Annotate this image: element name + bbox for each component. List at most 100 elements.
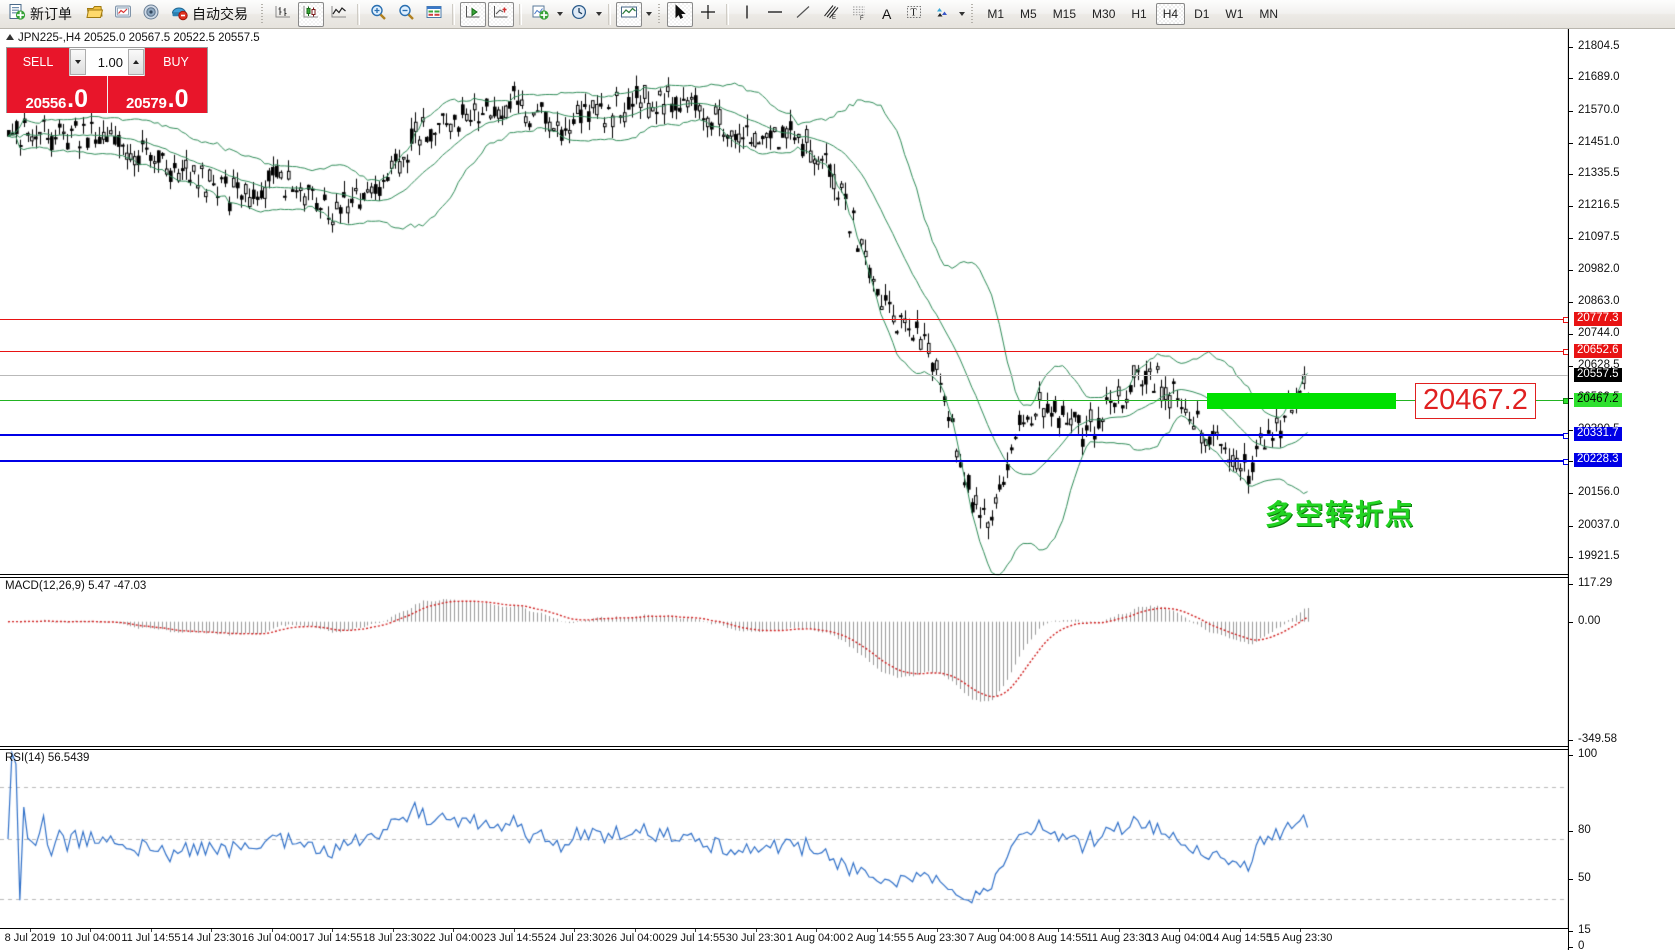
volume-increment-button[interactable] [128, 49, 144, 75]
indicators-dropdown-arrow[interactable] [554, 2, 565, 27]
fibonacci-button[interactable]: F [846, 2, 872, 27]
autotrade-button[interactable]: 自动交易 [166, 2, 256, 27]
zoom-out-button[interactable] [393, 2, 419, 27]
time-axis-label: 8 Aug 14:55 [1028, 932, 1088, 944]
price-tag-resistance-line[interactable]: 20777.3 [1574, 312, 1622, 326]
period-dropdown-arrow[interactable] [593, 2, 604, 27]
price-axis[interactable]: 21804.5 21689.0 21570.0 21451.0 21335.5 21216… [1568, 29, 1675, 950]
timeframe-w1[interactable]: W1 [1225, 7, 1244, 21]
timeframe-m5[interactable]: M5 [1020, 7, 1037, 21]
horizontal-line-button[interactable] [762, 2, 788, 27]
text-label-button[interactable]: T [901, 2, 927, 27]
crosshair-button[interactable] [695, 2, 721, 27]
price-tag-support-line[interactable]: 20228.3 [1574, 453, 1622, 467]
toolbar-grip-1[interactable] [260, 3, 266, 25]
price-tag-support-line[interactable]: 20331.7 [1574, 427, 1622, 441]
timeframe-h1[interactable]: H1 [1131, 7, 1147, 21]
templates-icon [620, 3, 638, 26]
toolbar-separator-1 [357, 3, 360, 25]
sell-price-dec: .0 [67, 85, 89, 113]
rsi-bottom-divider [0, 928, 1675, 929]
clock-icon [570, 3, 588, 26]
chart-canvas[interactable] [0, 29, 1675, 950]
candlestick-chart-button[interactable] [298, 1, 324, 27]
sell-button[interactable]: SELL [7, 48, 69, 76]
timeframe-m1[interactable]: M1 [987, 7, 1005, 21]
volume-value[interactable]: 1.00 [97, 54, 123, 70]
time-axis-label: 14 Aug 14:55 [1207, 932, 1272, 944]
templates-button[interactable] [616, 1, 642, 27]
metaeditor-button[interactable] [138, 2, 164, 27]
objects-button[interactable] [929, 2, 955, 27]
price-axis-label: 21570.0 [1578, 103, 1620, 116]
new-order-icon [8, 3, 26, 26]
chart-title-text: JPN225-,H4 20525.0 20567.5 20522.5 20557… [18, 32, 260, 44]
line-chart-button[interactable] [326, 2, 352, 27]
timeframe-mn[interactable]: MN [1259, 7, 1279, 21]
toolbar-grip-3[interactable] [970, 3, 977, 25]
equidistant-channel-button[interactable]: E [818, 2, 844, 27]
time-axis-label: 13 Aug 04:00 [1146, 932, 1212, 944]
resistance-line-20652[interactable] [0, 349, 1569, 355]
buy-button[interactable]: BUY [145, 48, 207, 76]
rsi-scale-tick [1569, 947, 1573, 948]
price-axis-label: 20863.0 [1578, 295, 1620, 307]
indicators-button[interactable] [527, 2, 553, 27]
timeframe-h4[interactable]: H4 [1155, 3, 1186, 25]
resistance-line-20777[interactable] [0, 317, 1569, 323]
price-axis-label: 20744.0 [1578, 327, 1620, 340]
templates-dropdown-arrow[interactable] [643, 2, 654, 27]
horizontal-line-icon [766, 3, 784, 26]
price-axis-tick [1569, 557, 1573, 558]
price-tag-current-price[interactable]: 20557.5 [1574, 368, 1622, 382]
cursor-icon [671, 3, 689, 26]
chart-shift-button[interactable] [488, 1, 514, 27]
vertical-line-button[interactable] [734, 2, 760, 27]
new-order-button[interactable]: 新订单 [4, 2, 80, 27]
chart-area[interactable]: JPN225-,H4 20525.0 20567.5 20522.5 20557… [0, 29, 1675, 950]
timeframe-m30[interactable]: M30 [1092, 7, 1116, 21]
line-chart-icon [330, 3, 348, 26]
time-axis-label: 1 Aug 04:00 [786, 932, 846, 944]
timeframe-m15[interactable]: M15 [1052, 7, 1077, 21]
volume-stepper[interactable]: 1.00 [69, 48, 145, 76]
time-axis-label: 22 Jul 04:00 [423, 932, 484, 944]
pivot-zone-rectangle[interactable] [1207, 393, 1396, 409]
macd-scale-label: 0.00 [1578, 615, 1601, 627]
bar-chart-button[interactable] [270, 2, 296, 27]
support-line-20331[interactable] [0, 433, 1569, 439]
crosshair-icon [699, 3, 717, 26]
folder-button[interactable] [82, 2, 108, 27]
price-callout[interactable]: 20467.2 [1415, 383, 1536, 419]
price-axis-tick [1569, 238, 1573, 240]
time-axis-label: 16 Jul 04:00 [241, 932, 302, 944]
one-click-trading-panel[interactable]: SELL 1.00 BUY 20556.0 20579.0 [6, 47, 208, 113]
timeframe-d1[interactable]: D1 [1194, 7, 1210, 21]
toolbar-grip-2[interactable] [657, 3, 663, 25]
cursor-button[interactable] [667, 1, 693, 27]
period-button[interactable] [566, 2, 592, 27]
sell-price[interactable]: 20556.0 [7, 76, 108, 113]
macd-rsi-divider-2 [0, 749, 1675, 750]
time-axis-label: 15 Aug 23:30 [1267, 932, 1333, 944]
volume-decrement-button[interactable] [70, 49, 86, 75]
price-tag-pivot-line[interactable]: 20467.2 [1574, 393, 1622, 407]
zoom-in-button[interactable] [365, 2, 391, 27]
price-tag-resistance-line[interactable]: 20652.6 [1574, 344, 1622, 358]
text-button[interactable]: A [874, 2, 899, 27]
tile-windows-button[interactable] [421, 2, 447, 27]
price-axis-label: 20156.0 [1578, 486, 1620, 499]
time-axis-tick [755, 929, 757, 932]
chart-title: JPN225-,H4 20525.0 20567.5 20522.5 20557… [6, 32, 260, 44]
time-axis[interactable]: 8 Jul 2019 10 Jul 04:00 11 Jul 14:55 14 Jul… [0, 929, 1568, 948]
support-line-20228[interactable] [0, 459, 1569, 465]
objects-dropdown-arrow[interactable] [956, 2, 967, 27]
collapse-triangle-icon[interactable] [6, 34, 14, 40]
rsi-indicator-label: RSI(14) 56.5439 [5, 752, 90, 764]
terminal-button[interactable] [110, 2, 136, 27]
trendline-button[interactable] [790, 2, 816, 27]
toolbar-separator-5 [726, 3, 729, 25]
auto-scroll-button[interactable] [460, 1, 486, 27]
buy-price[interactable]: 20579.0 [107, 76, 207, 113]
price-axis-tick [1569, 47, 1573, 48]
